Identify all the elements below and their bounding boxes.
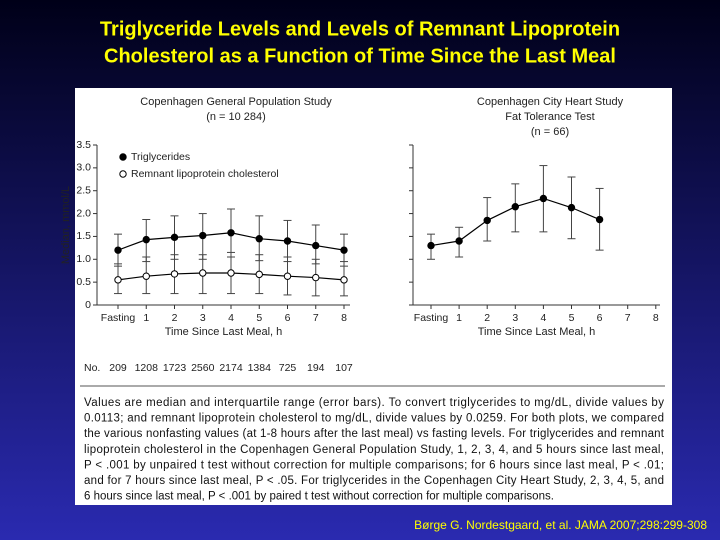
x-tick-label: 5 [569,312,575,324]
x-tick-label: Fasting [101,312,136,324]
count: 725 [279,362,297,374]
y-tick-label: 2.5 [76,184,91,196]
x-tick-label: 8 [341,312,347,324]
marker [227,229,235,237]
caption-line: Values are median and interquartile rang… [84,397,664,409]
marker [255,270,263,279]
marker [455,237,463,245]
count: 1208 [135,362,159,374]
x-tick-label: 3 [512,312,518,324]
chart-subtitle: Fat Tolerance Test [505,111,594,123]
chart-subtitle: (n = 66) [531,126,569,138]
caption-line: 6 hours since last meal, P < .001 by pai… [84,491,554,503]
marker [567,203,576,212]
marker [170,233,179,242]
x-tick-label: 1 [143,312,149,324]
marker [227,269,235,277]
citation: Børge G. Nordestgaard, et al. JAMA 2007;… [414,518,707,532]
x-tick-label: 3 [200,312,206,324]
y-tick-label: 1.5 [76,230,91,242]
slide-title: Cholesterol as a Function of Time Since … [104,45,616,67]
count-label: No. [84,362,100,374]
marker [255,235,263,243]
marker [170,270,179,278]
x-tick-label: 8 [653,312,659,324]
count: 194 [307,362,325,374]
marker [283,272,292,280]
x-tick-label: 7 [313,312,319,324]
x-tick-label: 2 [172,312,178,324]
marker [114,246,122,254]
caption-line: and for 7 hours since last meal, P < .05… [84,475,664,487]
legend-label: Triglycerides [131,151,190,163]
x-tick-label: 4 [540,312,546,324]
count: 107 [335,362,353,374]
x-tick-label: 6 [285,312,291,324]
marker [283,237,292,245]
x-tick-label: 5 [256,312,262,324]
count: 209 [109,362,127,374]
y-tick-label: 3.0 [76,162,91,174]
marker [312,273,320,282]
marker [199,231,207,240]
marker [511,203,519,211]
x-axis-label: Time Since Last Meal, h [478,326,596,338]
caption-line: lipoprotein cholesterol in the Copenhage… [84,444,664,456]
marker [199,269,207,277]
x-tick-label: 4 [228,312,234,324]
x-axis-label: Time Since Last Meal, h [165,326,283,338]
y-axis-label: Median, mmol/L [60,186,72,264]
marker [114,276,122,284]
y-tick-label: 3.5 [76,139,91,151]
marker [595,215,604,224]
y-tick-label: 1.0 [76,253,91,265]
x-tick-label: 7 [625,312,631,324]
y-tick-label: 2.0 [76,207,91,219]
x-tick-label: 1 [456,312,462,324]
marker [427,241,435,250]
marker [312,241,320,250]
chart-subtitle: (n = 10 284) [206,111,266,123]
caption-line: the various nonfasting values (at 1-8 ho… [84,428,665,440]
count: 2560 [191,362,215,374]
caption-line: P < .001 by unpaired t test without corr… [84,459,664,471]
legend-marker [119,170,127,178]
marker [340,246,348,254]
y-tick-label: 0 [85,299,91,311]
marker [539,194,548,203]
chart-title: Copenhagen City Heart Study [477,96,624,108]
count: 1384 [248,362,272,374]
count: 1723 [163,362,187,374]
marker [340,276,348,284]
marker [142,272,150,280]
count: 2174 [219,362,243,374]
chart-title: Copenhagen General Population Study [140,96,332,108]
slide-title: Triglyceride Levels and Levels of Remnan… [100,18,620,40]
legend-label: Remnant lipoprotein cholesterol [131,168,279,180]
x-tick-label: 6 [597,312,603,324]
marker [142,235,150,244]
figure-panel [75,88,672,505]
marker [483,216,491,225]
x-tick-label: 2 [484,312,490,324]
y-tick-label: 0.5 [76,276,91,288]
caption-line: 0.0113; and remnant lipoprotein choleste… [84,413,664,425]
legend-marker [119,153,127,161]
x-tick-label: Fasting [414,312,449,324]
